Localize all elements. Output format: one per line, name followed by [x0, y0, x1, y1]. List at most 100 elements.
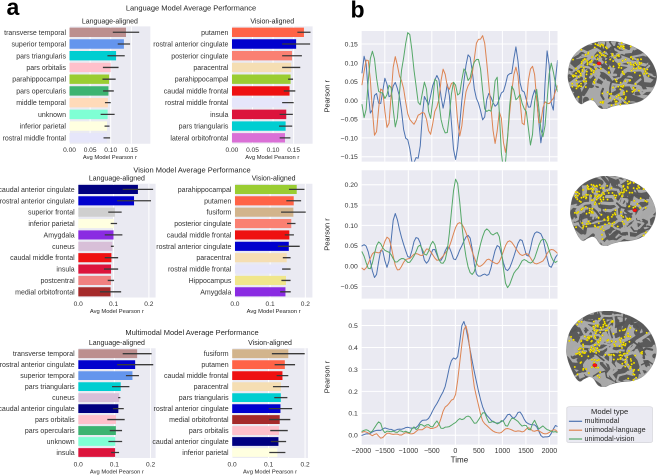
svg-text:0.1: 0.1 — [110, 461, 119, 468]
svg-text:a: a — [7, 0, 20, 20]
svg-text:insula: insula — [56, 450, 74, 457]
svg-text:0.2: 0.2 — [301, 301, 310, 308]
svg-text:0.00: 0.00 — [63, 147, 76, 154]
svg-text:multimodal: multimodal — [585, 416, 620, 425]
svg-text:superior temporal: superior temporal — [20, 373, 75, 380]
svg-text:Avg Model Pearson r: Avg Model Pearson r — [90, 469, 144, 475]
svg-text:Pearson r: Pearson r — [322, 218, 331, 251]
svg-text:paracentral: paracentral — [194, 384, 229, 391]
svg-text:caudal anterior cingulate: caudal anterior cingulate — [0, 406, 75, 413]
svg-text:Language-aligned: Language-aligned — [82, 18, 138, 25]
svg-text:0.1: 0.1 — [109, 301, 118, 308]
svg-text:0.0: 0.0 — [74, 301, 83, 308]
svg-text:posterior cingulate: posterior cingulate — [174, 221, 231, 228]
svg-text:inferior parietal: inferior parietal — [20, 124, 67, 131]
svg-text:pars triangularis: pars triangularis — [16, 53, 66, 60]
svg-text:−1000: −1000 — [398, 448, 418, 455]
svg-text:superior temporal: superior temporal — [12, 42, 67, 49]
svg-text:lateral orbitofrontal: lateral orbitofrontal — [170, 135, 228, 142]
svg-text:paracentral: paracentral — [196, 255, 231, 262]
svg-text:b: b — [351, 0, 365, 23]
svg-text:caudal anterior cingulate: caudal anterior cingulate — [152, 439, 228, 446]
svg-text:0.4: 0.4 — [348, 345, 358, 352]
svg-text:caudal middle frontal: caudal middle frontal — [164, 88, 229, 95]
svg-text:0.2: 0.2 — [348, 389, 358, 396]
svg-text:0.05: 0.05 — [345, 243, 358, 250]
svg-text:rostral middle frontal: rostral middle frontal — [3, 135, 67, 142]
svg-text:Time: Time — [451, 455, 469, 464]
svg-text:rostral anterior cingulate: rostral anterior cingulate — [154, 406, 229, 413]
svg-text:0.2: 0.2 — [144, 301, 153, 308]
svg-text:0.15: 0.15 — [125, 147, 138, 154]
svg-text:Pearson r: Pearson r — [322, 80, 331, 113]
svg-text:caudal anterior cingulate: caudal anterior cingulate — [0, 187, 75, 194]
svg-text:pars triangularis: pars triangularis — [25, 384, 75, 391]
svg-text:0.00: 0.00 — [345, 264, 358, 271]
svg-text:−0.05: −0.05 — [341, 117, 358, 124]
svg-text:0.00: 0.00 — [345, 98, 358, 105]
svg-text:cuneus: cuneus — [52, 395, 75, 402]
svg-text:−500: −500 — [424, 448, 440, 455]
svg-text:medial orbitofrontal: medial orbitofrontal — [15, 289, 75, 296]
svg-text:inferior parietal: inferior parietal — [182, 450, 229, 457]
svg-text:Vision Model Average Performan: Vision Model Average Performance — [133, 166, 250, 175]
svg-text:unimodal-vision: unimodal-vision — [585, 434, 635, 443]
svg-text:inferior parietal: inferior parietal — [28, 221, 75, 228]
svg-text:−1500: −1500 — [375, 448, 395, 455]
svg-text:Avg Model Pearson r: Avg Model Pearson r — [247, 309, 301, 315]
svg-text:pars orbitalis: pars orbitalis — [26, 65, 66, 72]
svg-text:1500: 1500 — [518, 448, 534, 455]
svg-text:Vision-aligned: Vision-aligned — [250, 18, 294, 25]
svg-text:0.0: 0.0 — [74, 461, 83, 468]
svg-text:Amygdala: Amygdala — [44, 232, 75, 239]
svg-text:−0.05: −0.05 — [341, 284, 358, 291]
svg-text:Language-aligned: Language-aligned — [89, 340, 145, 347]
svg-text:Multimodal Model Average Perfo: Multimodal Model Average Performance — [125, 328, 258, 337]
svg-text:Model type: Model type — [591, 407, 628, 416]
svg-text:−0.15: −0.15 — [341, 154, 358, 161]
svg-text:insula: insula — [56, 267, 74, 274]
svg-text:0.05: 0.05 — [246, 147, 259, 154]
svg-text:Vision-aligned: Vision-aligned — [248, 340, 292, 347]
svg-text:middle temporal: middle temporal — [16, 100, 66, 107]
svg-text:0.10: 0.10 — [345, 223, 358, 230]
svg-text:caudal middle frontal: caudal middle frontal — [164, 373, 229, 380]
svg-text:0.5: 0.5 — [348, 323, 358, 330]
svg-text:0.05: 0.05 — [84, 147, 97, 154]
svg-text:0.1: 0.1 — [348, 411, 358, 418]
svg-text:0.15: 0.15 — [287, 147, 300, 154]
svg-text:Avg Model Pearson r: Avg Model Pearson r — [90, 309, 144, 315]
svg-text:pars orbitalis: pars orbitalis — [189, 428, 229, 435]
svg-text:0.15: 0.15 — [345, 203, 358, 210]
svg-text:0.1: 0.1 — [266, 301, 275, 308]
svg-text:pars orbitalis: pars orbitalis — [35, 417, 75, 424]
svg-text:fusiform: fusiform — [204, 351, 229, 358]
svg-text:parahippocampal: parahippocampal — [12, 77, 66, 84]
svg-text:rostral middle frontal: rostral middle frontal — [165, 100, 229, 107]
svg-text:unknown: unknown — [47, 439, 75, 446]
svg-text:rostral anterior cingulate: rostral anterior cingulate — [156, 244, 231, 251]
svg-text:1000: 1000 — [495, 448, 511, 455]
svg-text:0.2: 0.2 — [146, 461, 155, 468]
svg-text:insula: insula — [210, 112, 228, 119]
svg-text:0.0: 0.0 — [230, 301, 239, 308]
svg-text:Avg Model Pearson r: Avg Model Pearson r — [243, 469, 297, 475]
svg-text:caudal middle frontal: caudal middle frontal — [167, 232, 232, 239]
svg-text:medial orbitofrontal: medial orbitofrontal — [169, 417, 229, 424]
svg-text:pars opercularis: pars opercularis — [16, 88, 66, 95]
svg-text:0.0: 0.0 — [348, 433, 358, 440]
svg-text:Language Model Average Perform: Language Model Average Performance — [126, 3, 256, 12]
svg-text:putamen: putamen — [201, 30, 228, 37]
svg-text:posterior cingulate: posterior cingulate — [171, 53, 228, 60]
svg-text:−0.10: −0.10 — [341, 135, 358, 142]
svg-text:paracentral: paracentral — [193, 65, 228, 72]
svg-text:0.20: 0.20 — [345, 182, 358, 189]
svg-text:0: 0 — [453, 448, 457, 455]
svg-text:Amygdala: Amygdala — [200, 289, 231, 296]
svg-text:rostral anterior cingulate: rostral anterior cingulate — [0, 362, 75, 369]
svg-text:Hippocampus: Hippocampus — [189, 278, 232, 285]
svg-text:putamen: putamen — [201, 362, 228, 369]
svg-text:0.10: 0.10 — [345, 60, 358, 67]
svg-text:unknown: unknown — [38, 112, 66, 119]
svg-text:transverse temporal: transverse temporal — [4, 30, 66, 37]
